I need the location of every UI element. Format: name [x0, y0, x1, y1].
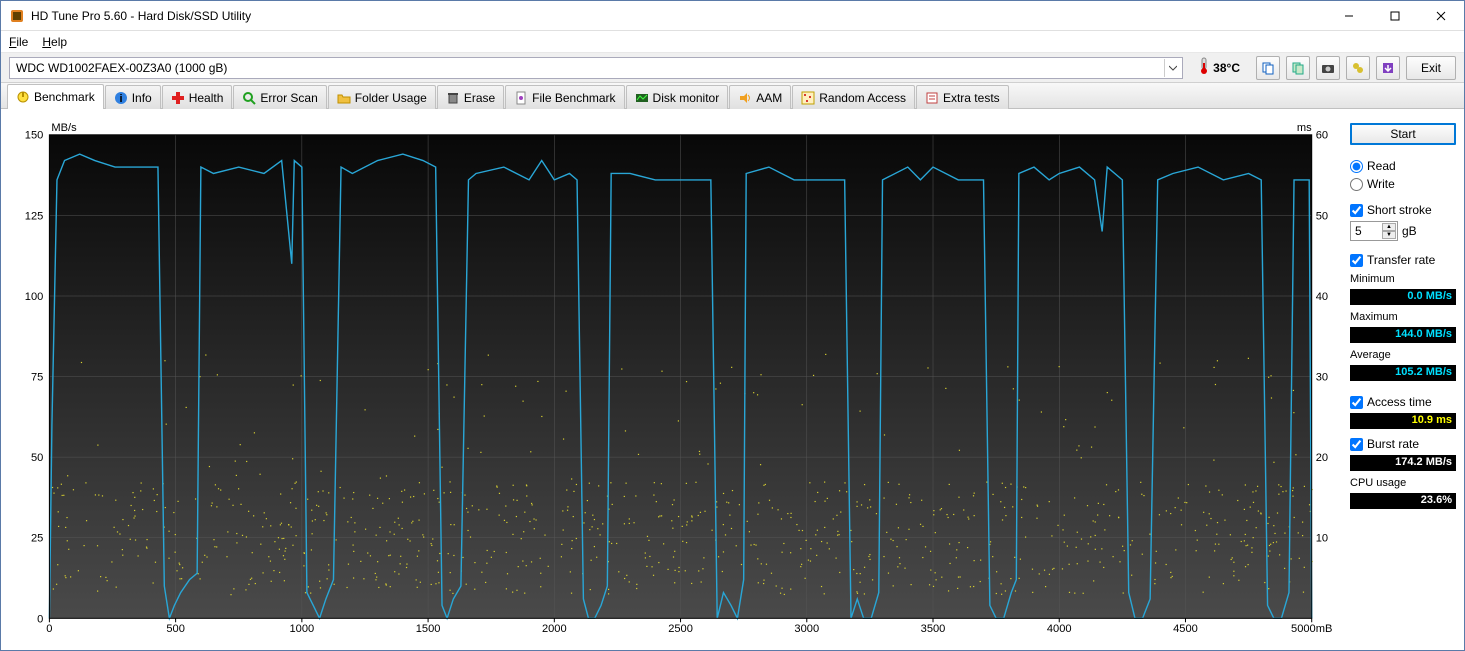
svg-text:3500: 3500 — [921, 623, 946, 635]
write-radio[interactable]: Write — [1350, 177, 1456, 191]
info-icon: i — [114, 91, 128, 105]
access-time-check[interactable]: Access time — [1350, 395, 1456, 409]
svg-text:0: 0 — [37, 613, 43, 625]
svg-text:40: 40 — [1316, 291, 1328, 303]
transfer-rate-check[interactable]: Transfer rate — [1350, 253, 1456, 267]
tab-error-scan[interactable]: Error Scan — [233, 85, 326, 109]
app-icon — [9, 8, 25, 24]
svg-text:i: i — [119, 93, 122, 105]
tab-extra-tests[interactable]: Extra tests — [916, 85, 1009, 109]
access-time-value: 10.9 ms — [1350, 413, 1456, 429]
spinner-icon[interactable]: ▲▼ — [1382, 223, 1396, 239]
menu-file[interactable]: File — [9, 35, 28, 49]
copy-screenshot-button[interactable] — [1286, 56, 1310, 80]
menu-help[interactable]: Help — [42, 35, 67, 49]
minimum-label: Minimum — [1350, 273, 1456, 285]
disk-monitor-icon — [635, 91, 649, 105]
window-title: HD Tune Pro 5.60 - Hard Disk/SSD Utility — [31, 9, 1326, 23]
thermometer-icon — [1199, 57, 1209, 78]
short-stroke-value[interactable]: 5▲▼ — [1350, 221, 1398, 241]
tab-disk-monitor[interactable]: Disk monitor — [626, 85, 729, 109]
tab-random-access[interactable]: Random Access — [792, 85, 915, 109]
disk-select-value: WDC WD1002FAEX-00Z3A0 (1000 gB) — [16, 61, 227, 75]
disk-select[interactable]: WDC WD1002FAEX-00Z3A0 (1000 gB) — [9, 57, 1183, 79]
folder-icon — [337, 91, 351, 105]
close-button[interactable] — [1418, 1, 1464, 31]
svg-text:20: 20 — [1316, 452, 1328, 464]
content-area: 0 25 50 75 100 125 150 10 20 30 40 50 60 0 500 1000 1500… — [1, 109, 1464, 650]
svg-text:3000: 3000 — [794, 623, 819, 635]
svg-text:1500: 1500 — [416, 623, 441, 635]
side-panel: Start Read Write Short stroke 5▲▼ gB Tra… — [1350, 119, 1456, 642]
svg-text:2500: 2500 — [668, 623, 693, 635]
svg-text:100: 100 — [25, 291, 44, 303]
tab-bar: Benchmark iInfo Health Error Scan Folder… — [1, 83, 1464, 109]
svg-text:125: 125 — [25, 210, 44, 222]
benchmark-icon — [16, 90, 30, 104]
svg-text:1000: 1000 — [290, 623, 315, 635]
erase-icon — [446, 91, 460, 105]
average-value: 105.2 MB/s — [1350, 365, 1456, 381]
menubar: File Help — [1, 31, 1464, 53]
benchmark-chart: 0 25 50 75 100 125 150 10 20 30 40 50 60 0 500 1000 1500… — [9, 119, 1342, 642]
svg-text:2000: 2000 — [542, 623, 567, 635]
svg-text:60: 60 — [1316, 130, 1328, 142]
minimum-value: 0.0 MB/s — [1350, 289, 1456, 305]
minimize-button[interactable] — [1326, 1, 1372, 31]
tab-info[interactable]: iInfo — [105, 85, 161, 109]
tab-benchmark[interactable]: Benchmark — [7, 84, 104, 109]
svg-text:75: 75 — [31, 372, 43, 384]
average-label: Average — [1350, 349, 1456, 361]
svg-text:MB/s: MB/s — [51, 122, 77, 134]
extra-tests-icon — [925, 91, 939, 105]
start-button[interactable]: Start — [1350, 123, 1456, 145]
error-scan-icon — [242, 91, 256, 105]
burst-rate-check[interactable]: Burst rate — [1350, 437, 1456, 451]
svg-text:5000mB: 5000mB — [1291, 623, 1332, 635]
save-button[interactable] — [1376, 56, 1400, 80]
cpu-usage-label: CPU usage — [1350, 477, 1456, 489]
chevron-down-icon[interactable] — [1164, 59, 1180, 77]
maximum-label: Maximum — [1350, 311, 1456, 323]
health-icon — [171, 91, 185, 105]
read-radio[interactable]: Read — [1350, 159, 1456, 173]
svg-text:50: 50 — [31, 452, 43, 464]
svg-text:4000: 4000 — [1047, 623, 1072, 635]
maximize-button[interactable] — [1372, 1, 1418, 31]
svg-text:ms: ms — [1297, 122, 1312, 134]
svg-text:150: 150 — [25, 130, 44, 142]
copy-info-button[interactable] — [1256, 56, 1280, 80]
svg-text:50: 50 — [1316, 210, 1328, 222]
tab-health[interactable]: Health — [162, 85, 233, 109]
aam-icon — [738, 91, 752, 105]
short-stroke-check[interactable]: Short stroke — [1350, 203, 1456, 217]
tab-folder-usage[interactable]: Folder Usage — [328, 85, 436, 109]
svg-text:30: 30 — [1316, 372, 1328, 384]
options-button[interactable] — [1346, 56, 1370, 80]
exit-button[interactable]: Exit — [1406, 56, 1456, 80]
short-stroke-unit: gB — [1402, 224, 1417, 238]
file-benchmark-icon — [514, 91, 528, 105]
svg-text:25: 25 — [31, 533, 43, 545]
maximum-value: 144.0 MB/s — [1350, 327, 1456, 343]
burst-rate-value: 174.2 MB/s — [1350, 455, 1456, 471]
svg-text:4500: 4500 — [1173, 623, 1198, 635]
svg-text:0: 0 — [46, 623, 52, 635]
cpu-usage-value: 23.6% — [1350, 493, 1456, 509]
temperature-value: 38°C — [1213, 61, 1240, 75]
tab-erase[interactable]: Erase — [437, 85, 504, 109]
svg-text:500: 500 — [166, 623, 185, 635]
tab-aam[interactable]: AAM — [729, 85, 791, 109]
toolbar: WDC WD1002FAEX-00Z3A0 (1000 gB) 38°C Exi… — [1, 53, 1464, 83]
screenshot-button[interactable] — [1316, 56, 1340, 80]
temperature-display: 38°C — [1199, 57, 1240, 78]
tab-file-benchmark[interactable]: File Benchmark — [505, 85, 624, 109]
titlebar: HD Tune Pro 5.60 - Hard Disk/SSD Utility — [1, 1, 1464, 31]
random-access-icon — [801, 91, 815, 105]
svg-text:10: 10 — [1316, 533, 1328, 545]
